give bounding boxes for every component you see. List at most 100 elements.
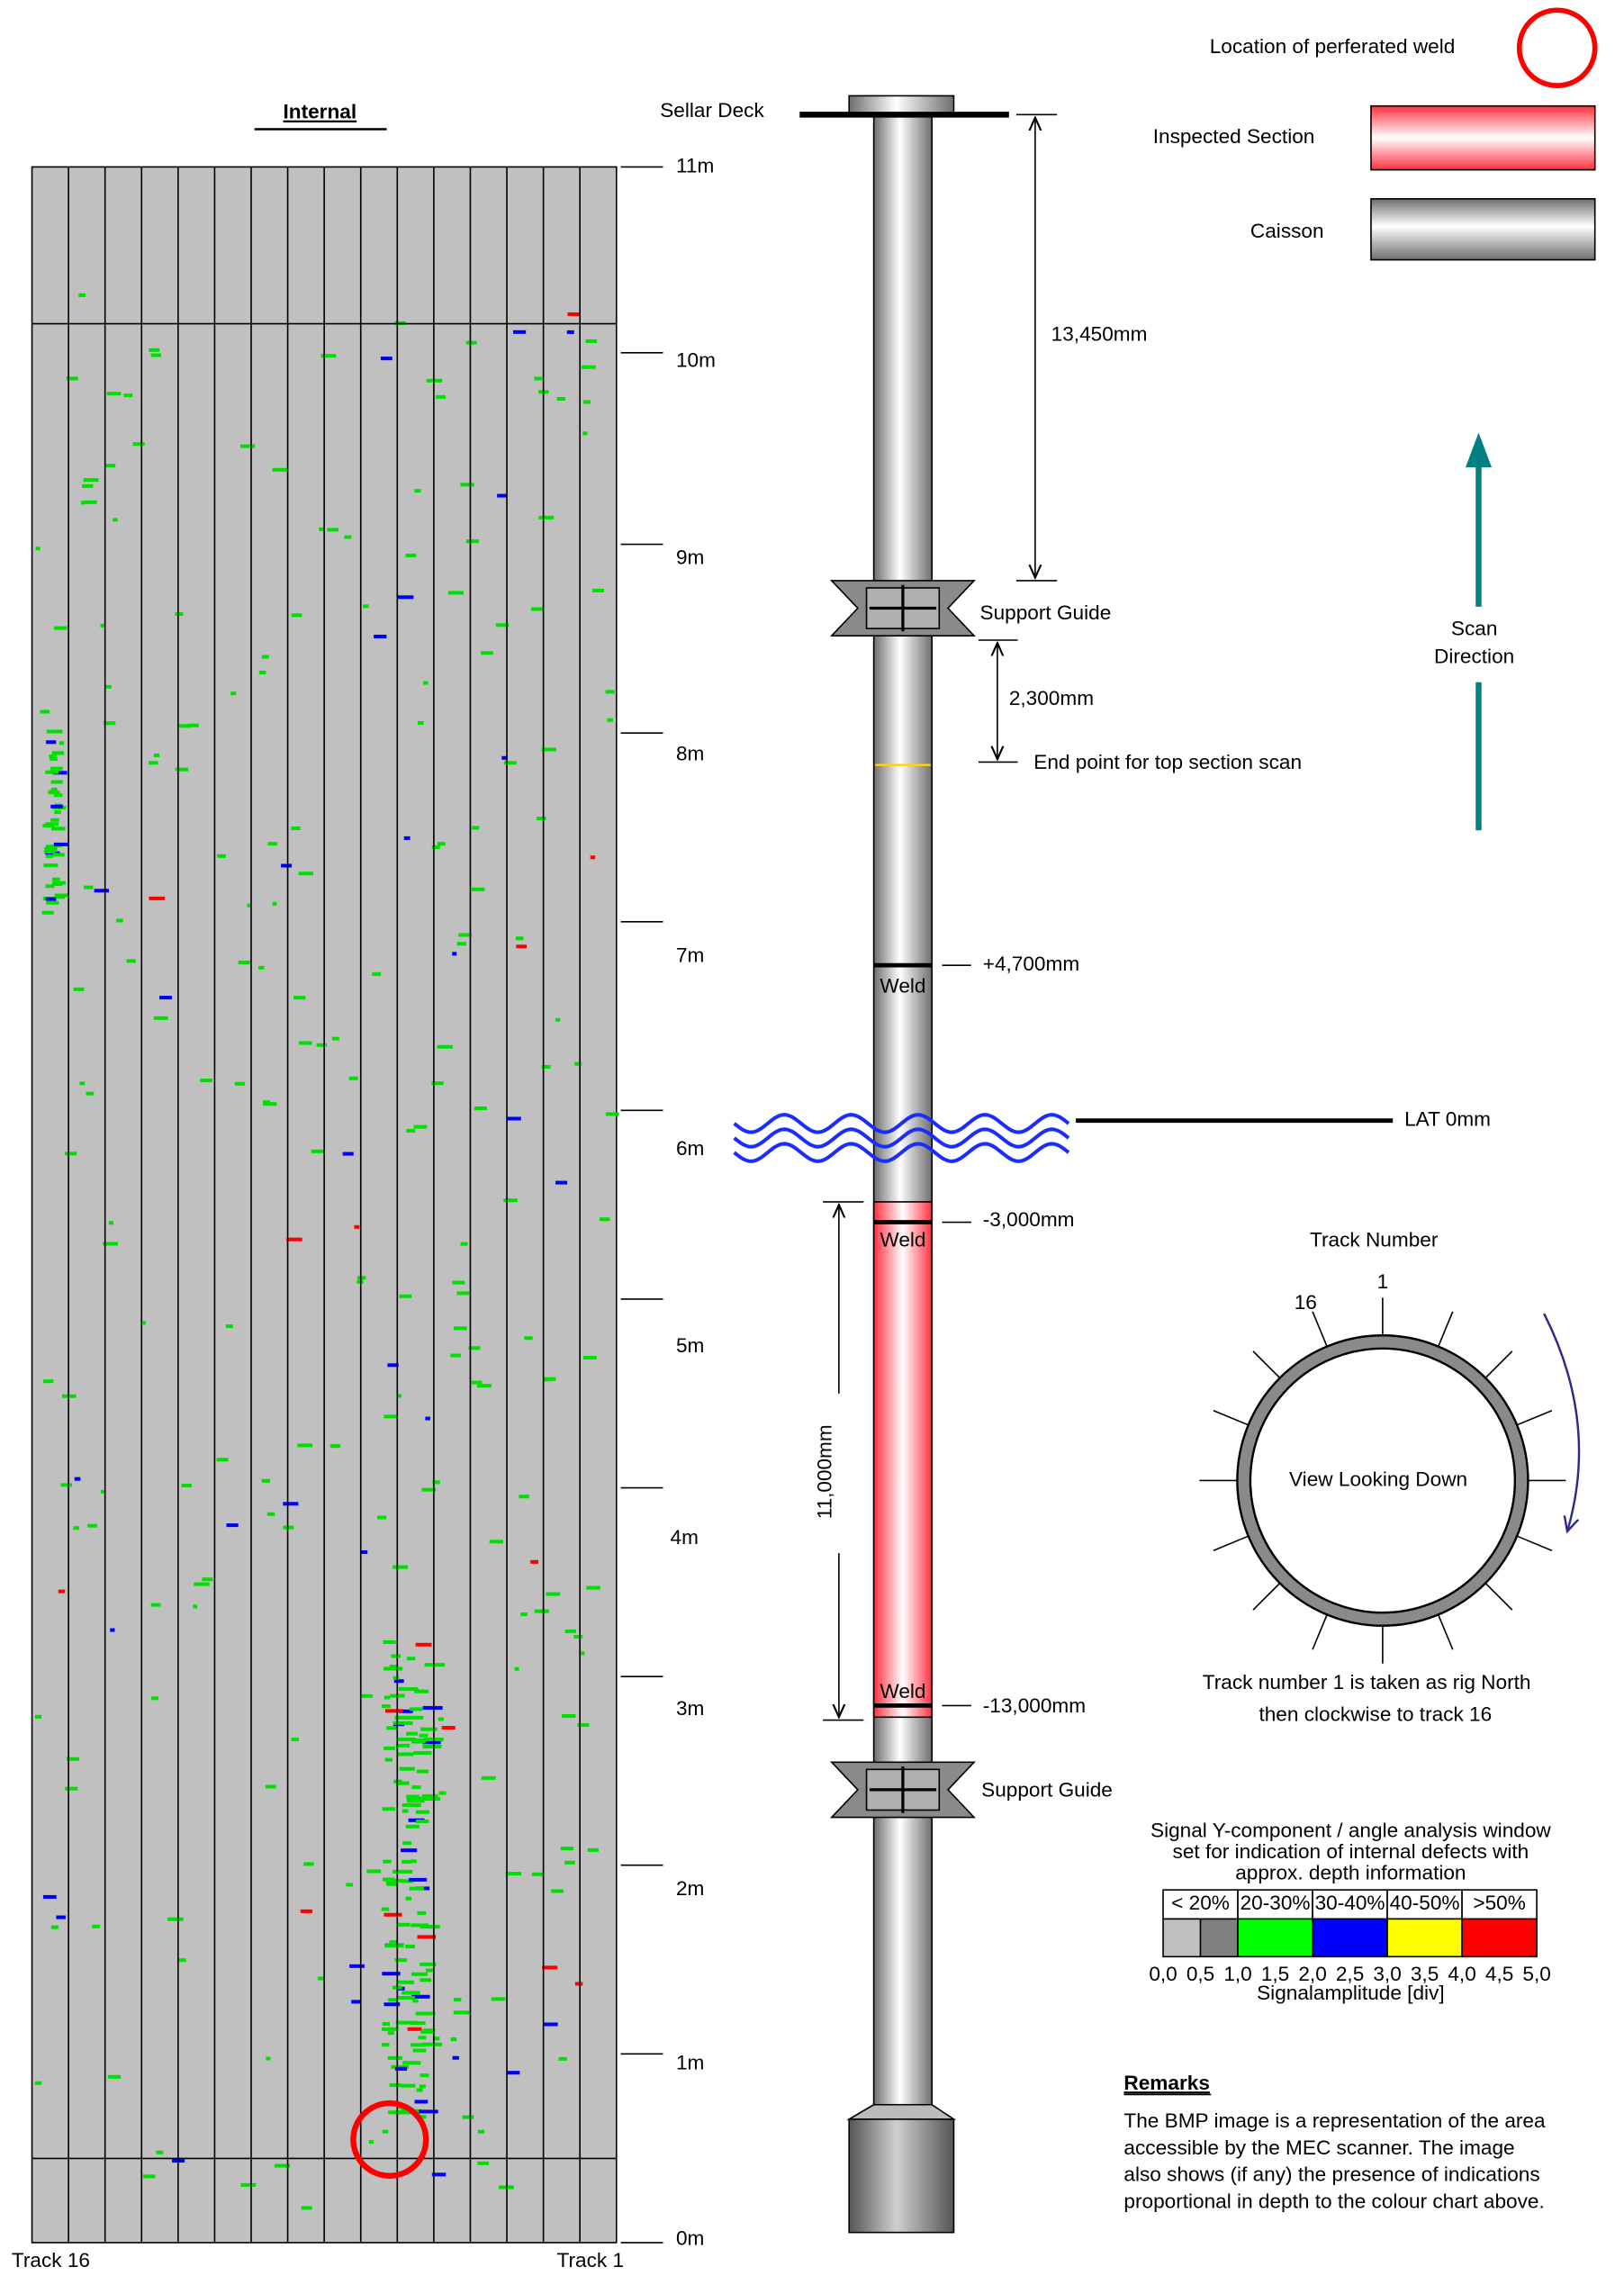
track-number: 16 — [1295, 1291, 1317, 1314]
indication — [508, 2071, 520, 2074]
indication — [54, 826, 66, 830]
track-diagram-title: Track Number — [1310, 1228, 1439, 1251]
depth-label: 8m — [676, 742, 704, 764]
remarks-line: The BMP image is a representation of the… — [1123, 2109, 1546, 2132]
indication — [330, 1444, 340, 1448]
indication — [402, 1841, 411, 1845]
track-tick — [1517, 1536, 1552, 1550]
indication — [383, 2022, 390, 2026]
indication — [388, 2110, 401, 2114]
indication — [575, 1982, 582, 1985]
indication — [361, 1550, 367, 1554]
indication — [149, 897, 165, 900]
indication — [457, 1291, 470, 1295]
indication — [332, 1037, 339, 1041]
indication — [583, 1356, 597, 1359]
indication — [349, 1077, 358, 1080]
track-note: Track number 1 is taken as rig North — [1203, 1671, 1531, 1693]
indication — [154, 1016, 168, 1020]
indication — [302, 2206, 312, 2209]
indication — [391, 1654, 401, 1657]
indication — [73, 1526, 79, 1530]
indication — [46, 740, 56, 744]
remarks-title: Remarks — [1123, 2072, 1209, 2094]
indication — [490, 1540, 503, 1543]
indication — [293, 996, 305, 999]
indication — [110, 1629, 114, 1632]
indication — [586, 1586, 600, 1590]
indication — [438, 1792, 446, 1795]
indication — [407, 1657, 415, 1660]
indication — [438, 1717, 444, 1721]
indication — [50, 805, 63, 808]
scale-caption: approx. depth information — [1235, 1861, 1466, 1883]
indication — [381, 357, 392, 360]
indication — [86, 1092, 94, 1096]
indication — [406, 1129, 415, 1133]
scale-caption: set for indication of internal defects w… — [1173, 1840, 1529, 1863]
indication — [508, 1116, 521, 1120]
indication — [383, 1414, 397, 1418]
indication — [266, 2056, 270, 2060]
indication — [474, 1106, 487, 1110]
indication — [501, 756, 507, 760]
indication — [258, 966, 264, 970]
indication — [154, 754, 159, 757]
lat-label: LAT 0mm — [1404, 1108, 1491, 1131]
indication — [263, 1102, 276, 1106]
indication — [409, 1878, 427, 1882]
indication — [390, 2083, 401, 2087]
indication — [388, 2031, 394, 2035]
indication — [438, 1045, 453, 1049]
weld-level-label: -3,000mm — [983, 1208, 1075, 1231]
indication — [321, 354, 337, 357]
indication — [157, 2151, 164, 2154]
indication — [383, 1860, 391, 1864]
indication — [402, 1810, 409, 1813]
indication — [392, 1566, 408, 1569]
indication — [108, 2075, 121, 2079]
indication — [519, 1495, 528, 1498]
indication — [453, 2056, 459, 2060]
indication — [413, 2048, 427, 2052]
indication — [226, 1324, 233, 1328]
indication — [292, 613, 302, 617]
indication — [497, 494, 507, 498]
indication — [363, 604, 368, 608]
indication — [343, 1152, 354, 1156]
indication — [416, 1811, 429, 1814]
indication — [259, 671, 266, 674]
indication — [374, 635, 386, 638]
indication — [54, 627, 68, 630]
scale-band-label: >50% — [1473, 1892, 1525, 1914]
depth-label: 5m — [676, 1334, 704, 1357]
indication — [51, 1926, 59, 1929]
weld-label: Weld — [880, 1680, 925, 1702]
indication — [392, 1870, 412, 1874]
indication — [411, 1973, 428, 1976]
scan-title: Internal — [283, 101, 356, 123]
indication — [396, 1981, 414, 1984]
indication — [74, 988, 85, 991]
indication — [194, 1583, 209, 1586]
indication — [516, 944, 527, 948]
indication — [423, 682, 428, 685]
indication — [327, 528, 338, 531]
indication — [606, 1112, 619, 1115]
indication — [35, 1715, 41, 1719]
indication — [52, 751, 64, 754]
indication — [472, 1381, 483, 1385]
indication — [382, 1908, 390, 1911]
indication — [388, 2056, 402, 2060]
indication — [92, 1925, 100, 1928]
indication — [181, 1484, 192, 1487]
indication — [75, 1477, 81, 1481]
indication — [591, 855, 595, 859]
indication — [273, 468, 288, 472]
indication — [406, 1732, 418, 1736]
indication — [217, 1458, 229, 1461]
indication — [48, 790, 59, 794]
indication — [451, 2037, 457, 2041]
indication — [605, 690, 614, 693]
indication — [393, 1676, 400, 1680]
